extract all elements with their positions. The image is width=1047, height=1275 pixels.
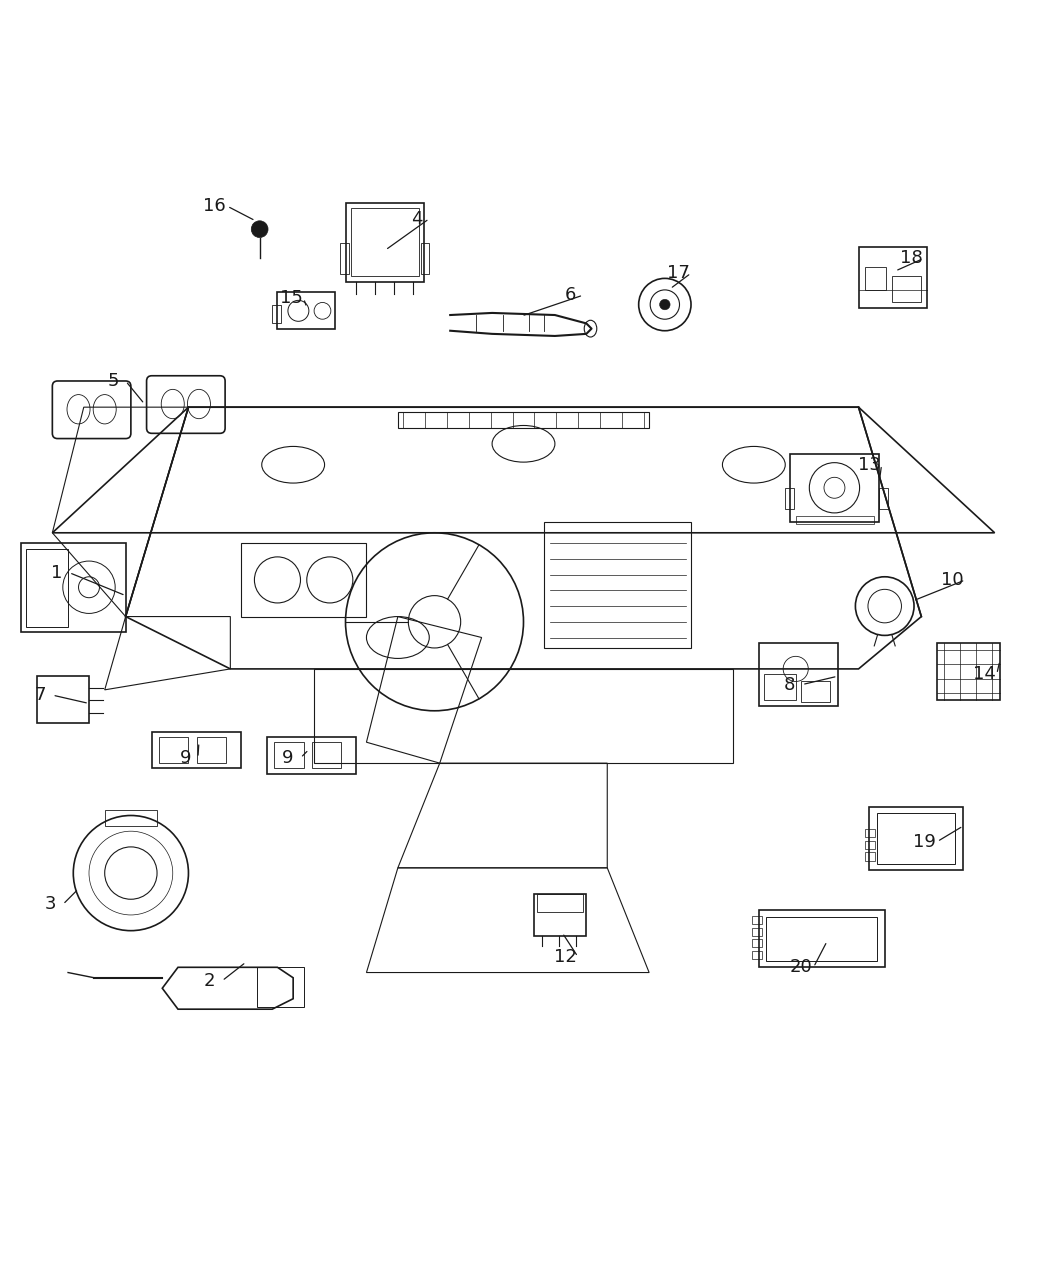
Text: 18: 18 bbox=[899, 250, 922, 268]
Text: 1: 1 bbox=[51, 564, 62, 581]
Bar bbox=[892, 277, 921, 302]
Text: 8: 8 bbox=[784, 676, 795, 694]
Bar bbox=[801, 681, 830, 703]
Text: 14: 14 bbox=[973, 666, 996, 683]
Bar bbox=[398, 412, 649, 428]
Bar bbox=[159, 737, 188, 764]
Bar bbox=[272, 305, 281, 324]
Bar bbox=[312, 742, 341, 769]
Bar bbox=[537, 894, 583, 912]
Text: 15: 15 bbox=[280, 289, 303, 307]
Bar bbox=[865, 829, 875, 838]
Text: 10: 10 bbox=[941, 571, 964, 589]
Bar bbox=[937, 643, 1000, 700]
Text: 19: 19 bbox=[913, 833, 936, 850]
Bar bbox=[759, 910, 885, 968]
Bar bbox=[752, 951, 762, 959]
Bar bbox=[421, 242, 429, 274]
Bar bbox=[752, 915, 762, 924]
Bar bbox=[759, 643, 838, 705]
Text: 16: 16 bbox=[203, 198, 226, 215]
Text: 9: 9 bbox=[283, 748, 293, 766]
Bar bbox=[257, 968, 304, 1007]
Bar bbox=[267, 737, 356, 774]
Bar bbox=[21, 543, 126, 632]
Bar bbox=[351, 208, 419, 277]
Bar bbox=[785, 488, 794, 509]
Bar bbox=[346, 203, 424, 282]
Bar bbox=[277, 292, 335, 329]
Text: 3: 3 bbox=[45, 895, 55, 913]
Bar bbox=[152, 732, 241, 769]
Bar bbox=[534, 894, 586, 936]
Bar bbox=[879, 488, 888, 509]
Bar bbox=[340, 242, 349, 274]
Text: 2: 2 bbox=[204, 972, 215, 989]
Text: 13: 13 bbox=[857, 455, 881, 474]
Bar bbox=[26, 548, 68, 627]
Text: 17: 17 bbox=[667, 264, 690, 282]
Bar bbox=[766, 917, 877, 961]
Circle shape bbox=[251, 221, 268, 237]
Bar bbox=[274, 742, 304, 769]
Text: 9: 9 bbox=[180, 748, 191, 766]
Bar bbox=[764, 674, 796, 700]
Text: 20: 20 bbox=[789, 959, 812, 977]
Bar bbox=[859, 247, 927, 307]
Bar bbox=[544, 523, 691, 648]
Bar bbox=[105, 810, 157, 826]
Text: 4: 4 bbox=[411, 209, 422, 228]
Bar bbox=[865, 840, 875, 849]
Circle shape bbox=[660, 300, 670, 310]
Text: 5: 5 bbox=[108, 372, 118, 390]
Bar bbox=[37, 676, 89, 723]
Bar bbox=[752, 927, 762, 936]
Bar bbox=[865, 852, 875, 861]
Bar bbox=[877, 813, 955, 863]
Bar bbox=[869, 807, 963, 870]
Bar bbox=[241, 543, 366, 617]
Bar bbox=[796, 516, 874, 524]
Text: 12: 12 bbox=[554, 947, 577, 966]
Bar bbox=[197, 737, 226, 764]
Bar bbox=[790, 454, 879, 523]
Text: 7: 7 bbox=[35, 686, 45, 704]
Bar bbox=[752, 938, 762, 947]
Bar bbox=[865, 266, 886, 289]
Text: 6: 6 bbox=[565, 286, 576, 305]
